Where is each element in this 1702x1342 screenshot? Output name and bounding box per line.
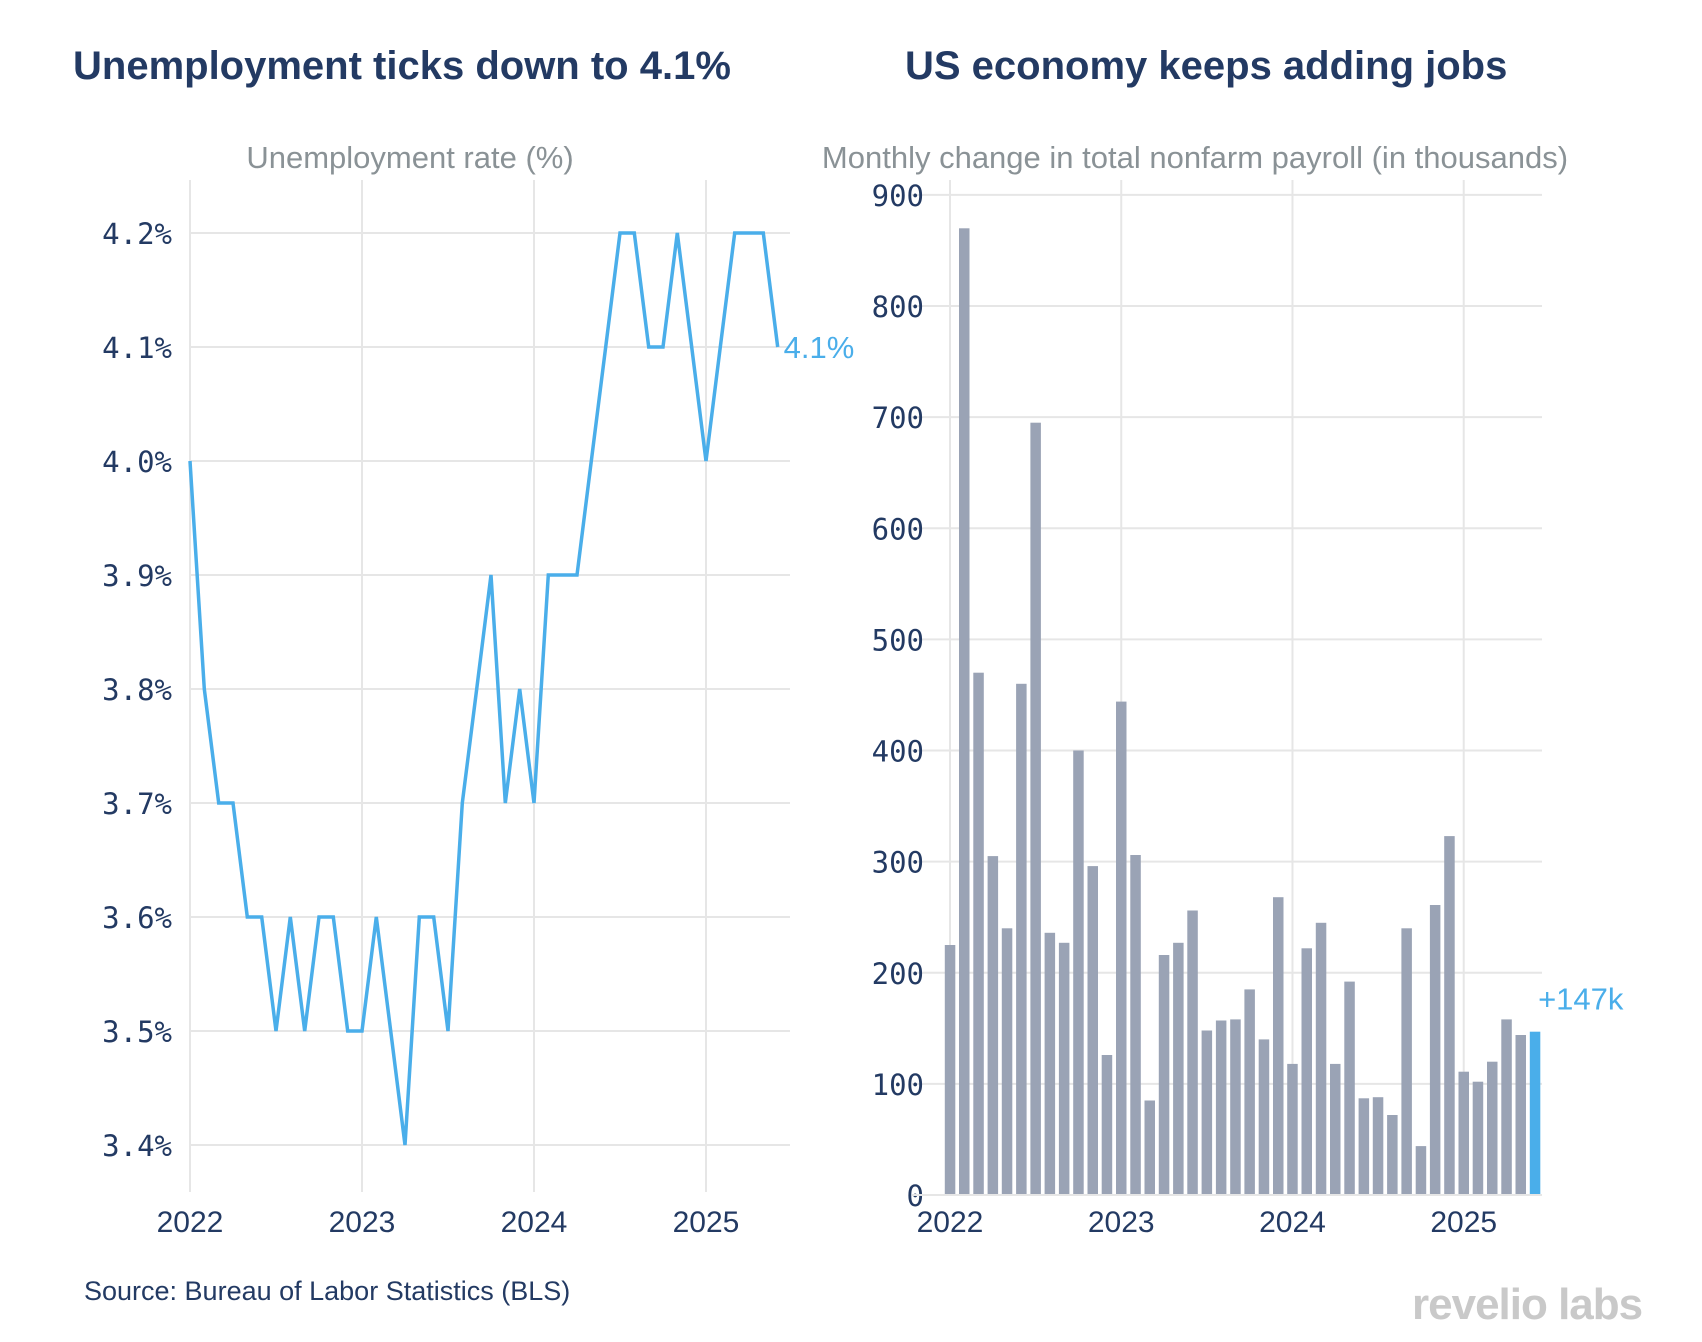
right-y-tick-label: 800 (872, 290, 924, 324)
left-chart-subtitle: Unemployment rate (%) (246, 140, 573, 175)
right-y-tick-label: 900 (872, 179, 924, 213)
left-chart-title: Unemployment ticks down to 4.1% (73, 44, 731, 88)
payroll-bar (1287, 1063, 1298, 1195)
payroll-bar (1016, 683, 1027, 1195)
left-y-tick-label: 4.2% (102, 217, 172, 251)
left-y-tick-label: 3.5% (102, 1015, 172, 1049)
payroll-bar (1230, 1019, 1241, 1195)
left-y-tick-label: 3.6% (102, 901, 172, 935)
payroll-bar (1372, 1097, 1384, 1195)
payroll-bar (1116, 701, 1127, 1195)
payroll-bar (1001, 928, 1013, 1195)
source-note: Source: Bureau of Labor Statistics (BLS) (84, 1276, 571, 1306)
left-y-tick-label: 4.1% (102, 331, 172, 365)
right-end-value-label: +147k (1538, 982, 1624, 1017)
left-x-tick-label: 2025 (673, 1206, 740, 1239)
payroll-bar (1101, 1055, 1113, 1195)
payroll-bar (1301, 948, 1312, 1195)
payroll-bar (1187, 910, 1198, 1195)
right-x-tick-label: 2025 (1430, 1206, 1497, 1239)
right-chart-subtitle: Monthly change in total nonfarm payroll … (822, 140, 1568, 175)
payroll-bar (1429, 905, 1441, 1195)
payroll-bar (1244, 989, 1255, 1195)
right-y-tick-label: 600 (872, 512, 924, 546)
left-y-tick-label: 4.0% (102, 445, 172, 479)
right-chart-title: US economy keeps adding jobs (905, 44, 1508, 88)
right-y-tick-label: 500 (872, 623, 924, 657)
payroll-bar (1215, 1020, 1227, 1195)
left-x-tick-label: 2023 (329, 1206, 396, 1239)
payroll-bar (987, 856, 999, 1195)
right-y-tick-label: 400 (872, 735, 924, 769)
payroll-bar (1030, 422, 1041, 1195)
payroll-bar (1472, 1081, 1484, 1195)
right-y-tick-label: 100 (872, 1068, 924, 1102)
unemployment-rate-line (188, 231, 780, 1146)
revelio-labs-logo: revelio labs (1412, 1280, 1643, 1329)
payroll-bar (959, 228, 970, 1196)
payroll-bar (1401, 928, 1412, 1195)
payroll-bar (1058, 942, 1070, 1195)
right-x-tick-label: 2022 (917, 1206, 984, 1239)
payroll-bar (1087, 866, 1098, 1195)
right-x-tick-label: 2024 (1259, 1206, 1326, 1239)
payroll-bar (1173, 942, 1184, 1195)
payroll-bar (1073, 750, 1084, 1195)
payroll-bar (1315, 922, 1327, 1195)
payroll-bar (1415, 1146, 1427, 1195)
left-y-tick-label: 3.4% (102, 1129, 172, 1163)
payroll-bar (1201, 1030, 1213, 1195)
payroll-bar (1444, 836, 1455, 1195)
payroll-bar (1258, 1039, 1270, 1195)
payroll-bar (1529, 1031, 1541, 1195)
payroll-bar (1458, 1071, 1469, 1195)
payroll-bar (1273, 897, 1284, 1195)
right-y-tick-label: 200 (872, 957, 924, 991)
payroll-bar (973, 672, 984, 1195)
left-y-tick-label: 3.9% (102, 559, 172, 593)
right-x-tick-label: 2023 (1088, 1206, 1155, 1239)
payroll-bar (944, 945, 956, 1195)
payroll-bar (1387, 1115, 1398, 1195)
left-end-value-label: 4.1% (784, 330, 855, 365)
payroll-bar (1358, 1098, 1370, 1195)
payroll-bar (1044, 932, 1056, 1195)
payroll-bar (1515, 1035, 1526, 1195)
left-x-tick-label: 2022 (157, 1206, 224, 1239)
payroll-bar (1130, 855, 1141, 1195)
right-y-tick-label: 300 (872, 846, 924, 880)
payroll-bar (1344, 981, 1355, 1195)
payroll-bar (1501, 1019, 1512, 1195)
payroll-bar (1158, 955, 1170, 1195)
left-y-tick-label: 3.7% (102, 787, 172, 821)
payroll-bar (1144, 1100, 1155, 1195)
right-y-tick-label: 700 (872, 401, 924, 435)
payroll-bar (1487, 1061, 1498, 1195)
left-y-tick-label: 3.8% (102, 673, 172, 707)
payroll-bar (1330, 1063, 1341, 1195)
left-x-tick-label: 2024 (501, 1206, 568, 1239)
